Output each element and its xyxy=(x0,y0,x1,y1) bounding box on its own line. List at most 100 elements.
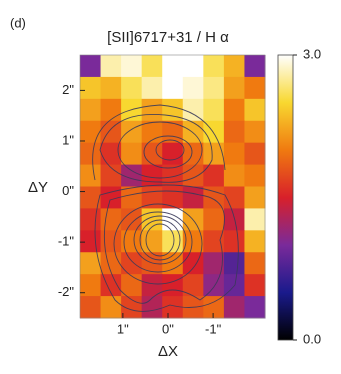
heat-cell xyxy=(244,55,266,78)
heat-cell xyxy=(162,76,184,100)
heat-cell xyxy=(244,230,266,253)
heat-cell xyxy=(162,230,184,253)
panel-label: (d) xyxy=(10,15,26,30)
heat-cell xyxy=(121,274,143,297)
x-tick-label: -1" xyxy=(205,321,222,336)
y-axis-label: ΔY xyxy=(28,179,48,196)
heat-cell xyxy=(182,252,204,275)
heat-cell xyxy=(80,120,102,144)
heat-cell xyxy=(162,55,184,78)
heat-cell xyxy=(80,55,102,78)
contours xyxy=(92,104,239,312)
heat-cell xyxy=(100,230,122,253)
x-axis-label: ΔX xyxy=(158,343,178,360)
heat-cell xyxy=(121,186,143,209)
heat-cell xyxy=(182,186,204,209)
heat-cell xyxy=(162,274,184,297)
heat-cell xyxy=(223,186,245,209)
heat-cell xyxy=(141,98,163,122)
heat-cell xyxy=(244,296,266,319)
heat-cell xyxy=(223,142,245,166)
heat-cell xyxy=(203,98,225,122)
heat-cell xyxy=(203,252,225,275)
heat-cell xyxy=(203,142,225,166)
heat-cell xyxy=(244,120,266,144)
colorbar-tick-label: 3.0 xyxy=(303,46,321,61)
heat-cell xyxy=(223,76,245,100)
heat-cell xyxy=(141,230,163,253)
heat-cell xyxy=(182,98,204,122)
chart-title: [SII]6717+31 / H α xyxy=(107,29,229,46)
heat-cell xyxy=(100,164,122,187)
heat-cell xyxy=(244,186,266,209)
heat-cell xyxy=(182,164,204,187)
heat-cell xyxy=(141,76,163,100)
heat-cell xyxy=(121,142,143,166)
y-tick-label: 1" xyxy=(62,132,74,147)
heat-cell xyxy=(223,296,245,319)
heat-cell xyxy=(223,98,245,122)
heat-cell xyxy=(141,296,163,319)
heatmap xyxy=(80,55,266,319)
heat-cell xyxy=(121,120,143,144)
heat-cell xyxy=(80,142,102,166)
heat-cell xyxy=(80,296,102,319)
heat-cell xyxy=(80,208,102,231)
y-tick-label: 0" xyxy=(62,183,74,198)
plot-frame xyxy=(79,54,266,319)
heat-cell xyxy=(223,120,245,144)
heat-cell xyxy=(121,296,143,319)
heat-cell xyxy=(244,252,266,275)
heat-cell xyxy=(203,296,225,319)
heat-cell xyxy=(80,164,102,187)
x-tick-label: 1" xyxy=(117,321,129,336)
heat-cell xyxy=(80,274,102,297)
heat-cell xyxy=(100,296,122,319)
heat-cell xyxy=(100,98,122,122)
heat-cell xyxy=(141,142,163,166)
heat-cell xyxy=(100,120,122,144)
heat-cell xyxy=(162,208,184,231)
y-tick-label: 2" xyxy=(62,82,74,97)
heat-cell xyxy=(141,274,163,297)
heat-cell xyxy=(100,186,122,209)
y-tick-label: -1" xyxy=(58,234,75,249)
heat-cell xyxy=(100,142,122,166)
heat-cell xyxy=(80,186,102,209)
heat-cell xyxy=(100,274,122,297)
heat-cell xyxy=(141,252,163,275)
y-tick-label: -2" xyxy=(58,284,75,299)
heat-cell xyxy=(182,120,204,144)
heat-cell xyxy=(141,55,163,78)
heat-cell xyxy=(223,252,245,275)
heat-cell xyxy=(244,142,266,166)
heat-cell xyxy=(121,164,143,187)
heat-cell xyxy=(182,76,204,100)
heat-cell xyxy=(203,76,225,100)
heat-cell xyxy=(162,296,184,319)
heat-cell xyxy=(203,230,225,253)
heat-cell xyxy=(121,208,143,231)
heat-cell xyxy=(223,230,245,253)
heat-cell xyxy=(223,164,245,187)
heat-cell xyxy=(203,208,225,231)
heat-cell xyxy=(100,76,122,100)
heat-cell xyxy=(223,55,245,78)
heat-cell xyxy=(80,230,102,253)
colorbar xyxy=(277,54,294,341)
heat-cell xyxy=(244,98,266,122)
heat-cell xyxy=(244,164,266,187)
heat-cell xyxy=(121,76,143,100)
heat-cell xyxy=(121,230,143,253)
heat-cell xyxy=(182,142,204,166)
heat-cell xyxy=(182,274,204,297)
heat-cell xyxy=(121,55,143,78)
x-tick-label: 0" xyxy=(162,321,174,336)
heat-cell xyxy=(162,186,184,209)
heat-cell xyxy=(244,274,266,297)
colorbar-tick-label: 0.0 xyxy=(303,331,321,346)
heat-cell xyxy=(162,142,184,166)
heat-cell xyxy=(80,252,102,275)
heat-cell xyxy=(244,76,266,100)
